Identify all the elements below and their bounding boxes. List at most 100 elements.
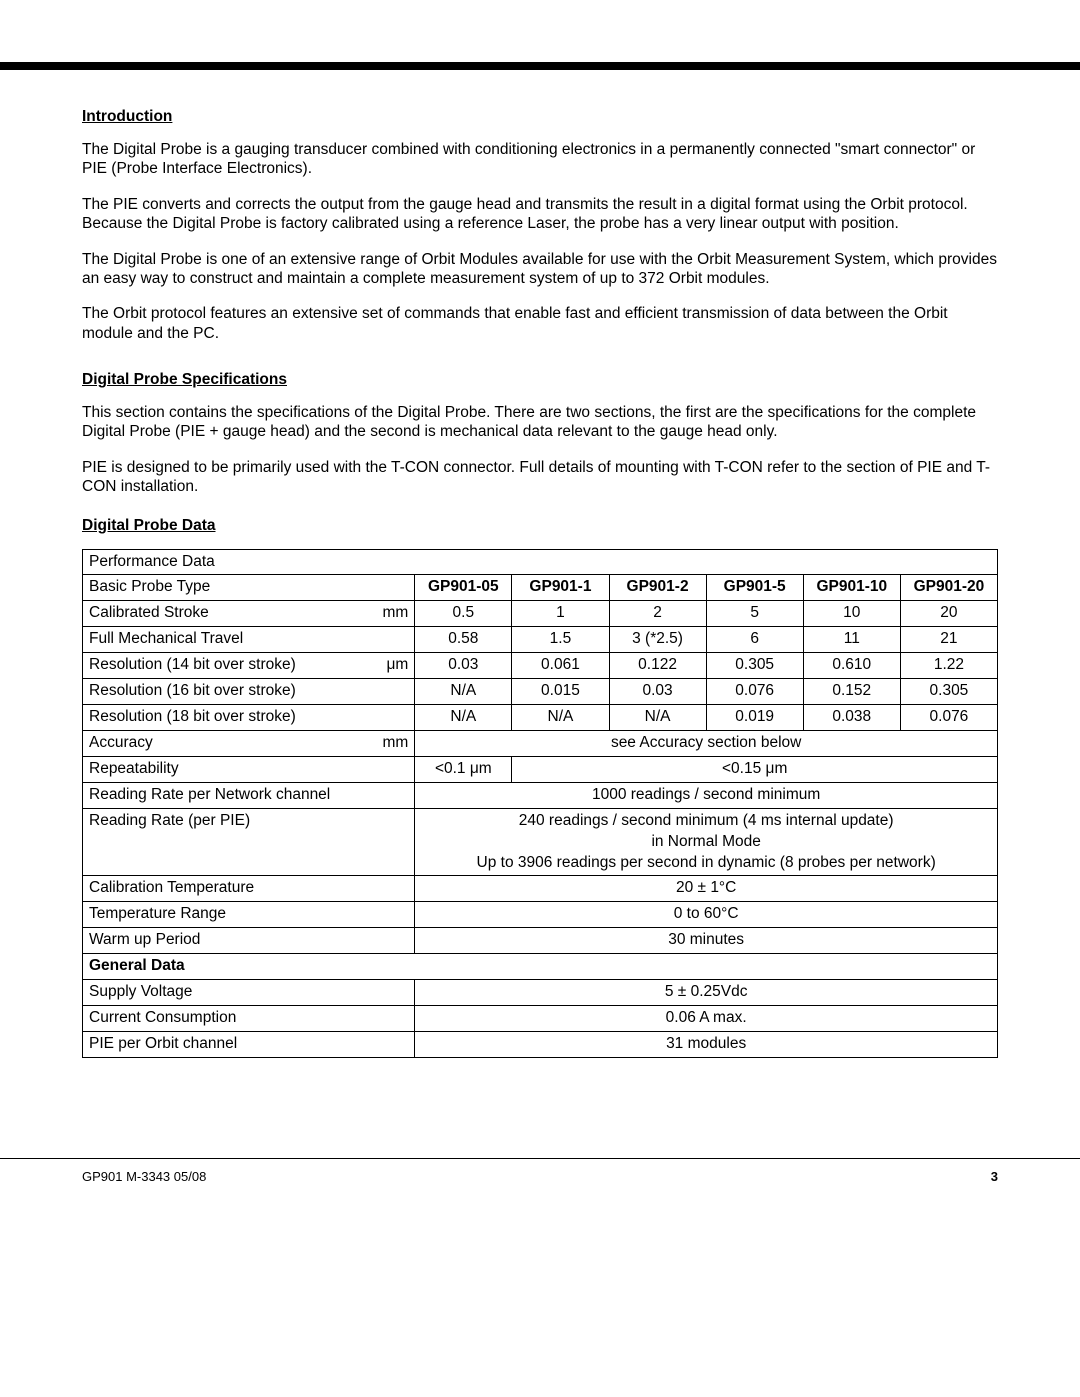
- row-unit: [366, 705, 415, 731]
- cell: N/A: [415, 679, 512, 705]
- row-label: Resolution (14 bit over stroke): [83, 653, 366, 679]
- table-row: Resolution (16 bit over stroke) N/A 0.01…: [83, 679, 998, 705]
- cell: <0.15 μm: [512, 756, 998, 782]
- row-label: Reading Rate (per PIE): [83, 808, 415, 876]
- introduction-heading: Introduction: [82, 108, 998, 126]
- basic-probe-label: Basic Probe Type: [83, 575, 366, 601]
- row-label: Full Mechanical Travel: [83, 627, 366, 653]
- cell: 0.038: [803, 705, 900, 731]
- row-label: Repeatability: [83, 756, 415, 782]
- model-header: GP901-1: [512, 575, 609, 601]
- cell: 0.305: [900, 679, 997, 705]
- cell: 0.03: [609, 679, 706, 705]
- page-number: 3: [991, 1169, 998, 1184]
- reading-rate-line2: in Normal Mode: [651, 833, 760, 850]
- cell: 0.019: [706, 705, 803, 731]
- row-unit: mm: [366, 730, 415, 756]
- table-row: Calibrated Stroke mm 0.5 1 2 5 10 20: [83, 601, 998, 627]
- row-label: Calibrated Stroke: [83, 601, 366, 627]
- reading-rate-line3: Up to 3906 readings per second in dynami…: [477, 854, 936, 871]
- general-data-header: General Data: [83, 954, 998, 980]
- cell: 1000 readings / second minimum: [415, 782, 998, 808]
- table-row: Temperature Range 0 to 60°C: [83, 902, 998, 928]
- cell: 11: [803, 627, 900, 653]
- intro-paragraph-1: The Digital Probe is a gauging transduce…: [82, 140, 998, 179]
- cell: 1: [512, 601, 609, 627]
- cell: 0.305: [706, 653, 803, 679]
- intro-paragraph-3: The Digital Probe is one of an extensive…: [82, 250, 998, 289]
- row-unit: mm: [366, 601, 415, 627]
- table-row: Calibration Temperature 20 ± 1°C: [83, 876, 998, 902]
- table-row: Full Mechanical Travel 0.58 1.5 3 (*2.5)…: [83, 627, 998, 653]
- cell: 1.5: [512, 627, 609, 653]
- reading-rate-line1: 240 readings / second minimum (4 ms inte…: [519, 812, 894, 829]
- cell: 30 minutes: [415, 928, 998, 954]
- cell: 0.03: [415, 653, 512, 679]
- cell: 0.076: [706, 679, 803, 705]
- cell: 20: [900, 601, 997, 627]
- table-row: PIE per Orbit channel 31 modules: [83, 1032, 998, 1058]
- cell: 0.06 A max.: [415, 1006, 998, 1032]
- table-row: Reading Rate per Network channel 1000 re…: [83, 782, 998, 808]
- cell: 10: [803, 601, 900, 627]
- page-footer: GP901 M-3343 05/08 3: [0, 1158, 1080, 1184]
- row-unit: [366, 679, 415, 705]
- cell: <0.1 μm: [415, 756, 512, 782]
- row-label: Temperature Range: [83, 902, 415, 928]
- table-row: Reading Rate (per PIE) 240 readings / se…: [83, 808, 998, 876]
- cell: see Accuracy section below: [415, 730, 998, 756]
- row-label: Calibration Temperature: [83, 876, 415, 902]
- cell: 0.5: [415, 601, 512, 627]
- table-row: Basic Probe Type GP901-05 GP901-1 GP901-…: [83, 575, 998, 601]
- cell: 0 to 60°C: [415, 902, 998, 928]
- model-header: GP901-20: [900, 575, 997, 601]
- table-row: Accuracy mm see Accuracy section below: [83, 730, 998, 756]
- specs-heading: Digital Probe Specifications: [82, 371, 998, 389]
- intro-paragraph-4: The Orbit protocol features an extensive…: [82, 304, 998, 343]
- header-rule: [0, 62, 1080, 70]
- intro-paragraph-2: The PIE converts and corrects the output…: [82, 195, 998, 234]
- row-label: Current Consumption: [83, 1006, 415, 1032]
- cell: 0.122: [609, 653, 706, 679]
- document-page: Introduction The Digital Probe is a gaug…: [0, 62, 1080, 1184]
- row-label: Resolution (18 bit over stroke): [83, 705, 366, 731]
- cell: 0.58: [415, 627, 512, 653]
- row-label: Resolution (16 bit over stroke): [83, 679, 366, 705]
- cell: N/A: [415, 705, 512, 731]
- model-header: GP901-2: [609, 575, 706, 601]
- cell: 3 (*2.5): [609, 627, 706, 653]
- performance-data-header: Performance Data: [83, 549, 998, 575]
- cell: 1.22: [900, 653, 997, 679]
- cell: 0.061: [512, 653, 609, 679]
- cell: 0.152: [803, 679, 900, 705]
- specifications-table: Performance Data Basic Probe Type GP901-…: [82, 549, 998, 1058]
- cell: 20 ± 1°C: [415, 876, 998, 902]
- cell: 5: [706, 601, 803, 627]
- cell: 0.015: [512, 679, 609, 705]
- page-content: Introduction The Digital Probe is a gaug…: [0, 70, 1080, 1058]
- table-row: Warm up Period 30 minutes: [83, 928, 998, 954]
- row-label: Warm up Period: [83, 928, 415, 954]
- table-row: Supply Voltage 5 ± 0.25Vdc: [83, 980, 998, 1006]
- row-unit: [366, 627, 415, 653]
- cell: 6: [706, 627, 803, 653]
- cell: 0.076: [900, 705, 997, 731]
- specs-paragraph-2: PIE is designed to be primarily used wit…: [82, 458, 998, 497]
- cell: 0.610: [803, 653, 900, 679]
- table-row: Current Consumption 0.06 A max.: [83, 1006, 998, 1032]
- table-row: Resolution (18 bit over stroke) N/A N/A …: [83, 705, 998, 731]
- table-row: General Data: [83, 954, 998, 980]
- cell: 21: [900, 627, 997, 653]
- model-header: GP901-10: [803, 575, 900, 601]
- cell: 2: [609, 601, 706, 627]
- cell: 31 modules: [415, 1032, 998, 1058]
- data-heading: Digital Probe Data: [82, 517, 998, 535]
- cell: 240 readings / second minimum (4 ms inte…: [415, 808, 998, 876]
- table-row: Performance Data: [83, 549, 998, 575]
- row-label: Accuracy: [83, 730, 366, 756]
- row-unit: μm: [366, 653, 415, 679]
- footer-left: GP901 M-3343 05/08: [82, 1169, 206, 1184]
- specs-paragraph-1: This section contains the specifications…: [82, 403, 998, 442]
- row-label: Supply Voltage: [83, 980, 415, 1006]
- model-header: GP901-05: [415, 575, 512, 601]
